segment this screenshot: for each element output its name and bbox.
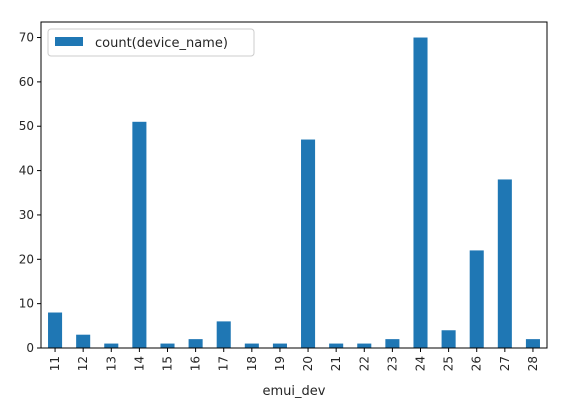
y-tick-label: 20	[19, 252, 34, 266]
bar-21	[329, 343, 344, 348]
legend: count(device_name)	[47, 28, 255, 57]
x-tick-label: 20	[301, 356, 315, 371]
y-tick-label: 40	[19, 164, 34, 178]
x-tick-label: 27	[498, 356, 512, 371]
bar-15	[160, 343, 175, 348]
legend-swatch	[55, 37, 83, 46]
x-axis-label: emui_dev	[263, 384, 326, 399]
plot-frame	[40, 21, 548, 349]
x-tick-label: 11	[48, 356, 62, 371]
bar-13	[104, 343, 119, 348]
legend-box	[47, 28, 255, 57]
bar-25	[441, 330, 456, 348]
bar-17	[216, 321, 231, 348]
bar-24	[413, 37, 428, 349]
y-tick-label: 10	[19, 297, 34, 311]
x-tick-label: 23	[385, 356, 399, 371]
x-tick-label: 16	[189, 356, 203, 371]
x-tick-label: 13	[104, 356, 118, 371]
y-tick-label: 70	[19, 31, 34, 45]
bar-11	[48, 312, 63, 348]
y-tick-label: 50	[19, 119, 34, 133]
bars-group	[48, 37, 540, 349]
x-tick-label: 18	[245, 356, 259, 371]
y-axis-ticks: 0 10 20 30 40 50 60 70	[19, 31, 41, 355]
x-tick-label: 15	[161, 356, 175, 371]
bar-12	[76, 334, 91, 348]
bar-23	[385, 339, 400, 348]
bar-20	[301, 139, 316, 348]
bar-22	[357, 343, 372, 348]
x-tick-label: 28	[526, 356, 540, 371]
x-tick-label: 19	[273, 356, 287, 371]
y-tick-label: 0	[26, 341, 34, 355]
y-tick-label: 30	[19, 208, 34, 222]
bar-28	[525, 339, 540, 348]
x-tick-label: 22	[357, 356, 371, 371]
x-tick-label: 25	[442, 356, 456, 371]
y-tick-label: 60	[19, 75, 34, 89]
bar-26	[469, 250, 484, 348]
bar-19	[272, 343, 287, 348]
x-tick-label: 21	[329, 356, 343, 371]
x-tick-label: 17	[217, 356, 231, 371]
x-tick-label: 24	[414, 356, 428, 371]
bar-16	[188, 339, 203, 348]
legend-label: count(device_name)	[95, 36, 228, 51]
x-tick-label: 26	[470, 356, 484, 371]
bar-18	[244, 343, 259, 348]
bar-27	[497, 179, 512, 348]
x-tick-label: 12	[76, 356, 90, 371]
x-tick-label: 14	[132, 356, 146, 371]
x-axis-ticks: 11 12 13 14 15 16 17 18 19 20 21 22 23 24 25 26 27 28	[48, 348, 540, 371]
bar-14	[132, 121, 147, 348]
